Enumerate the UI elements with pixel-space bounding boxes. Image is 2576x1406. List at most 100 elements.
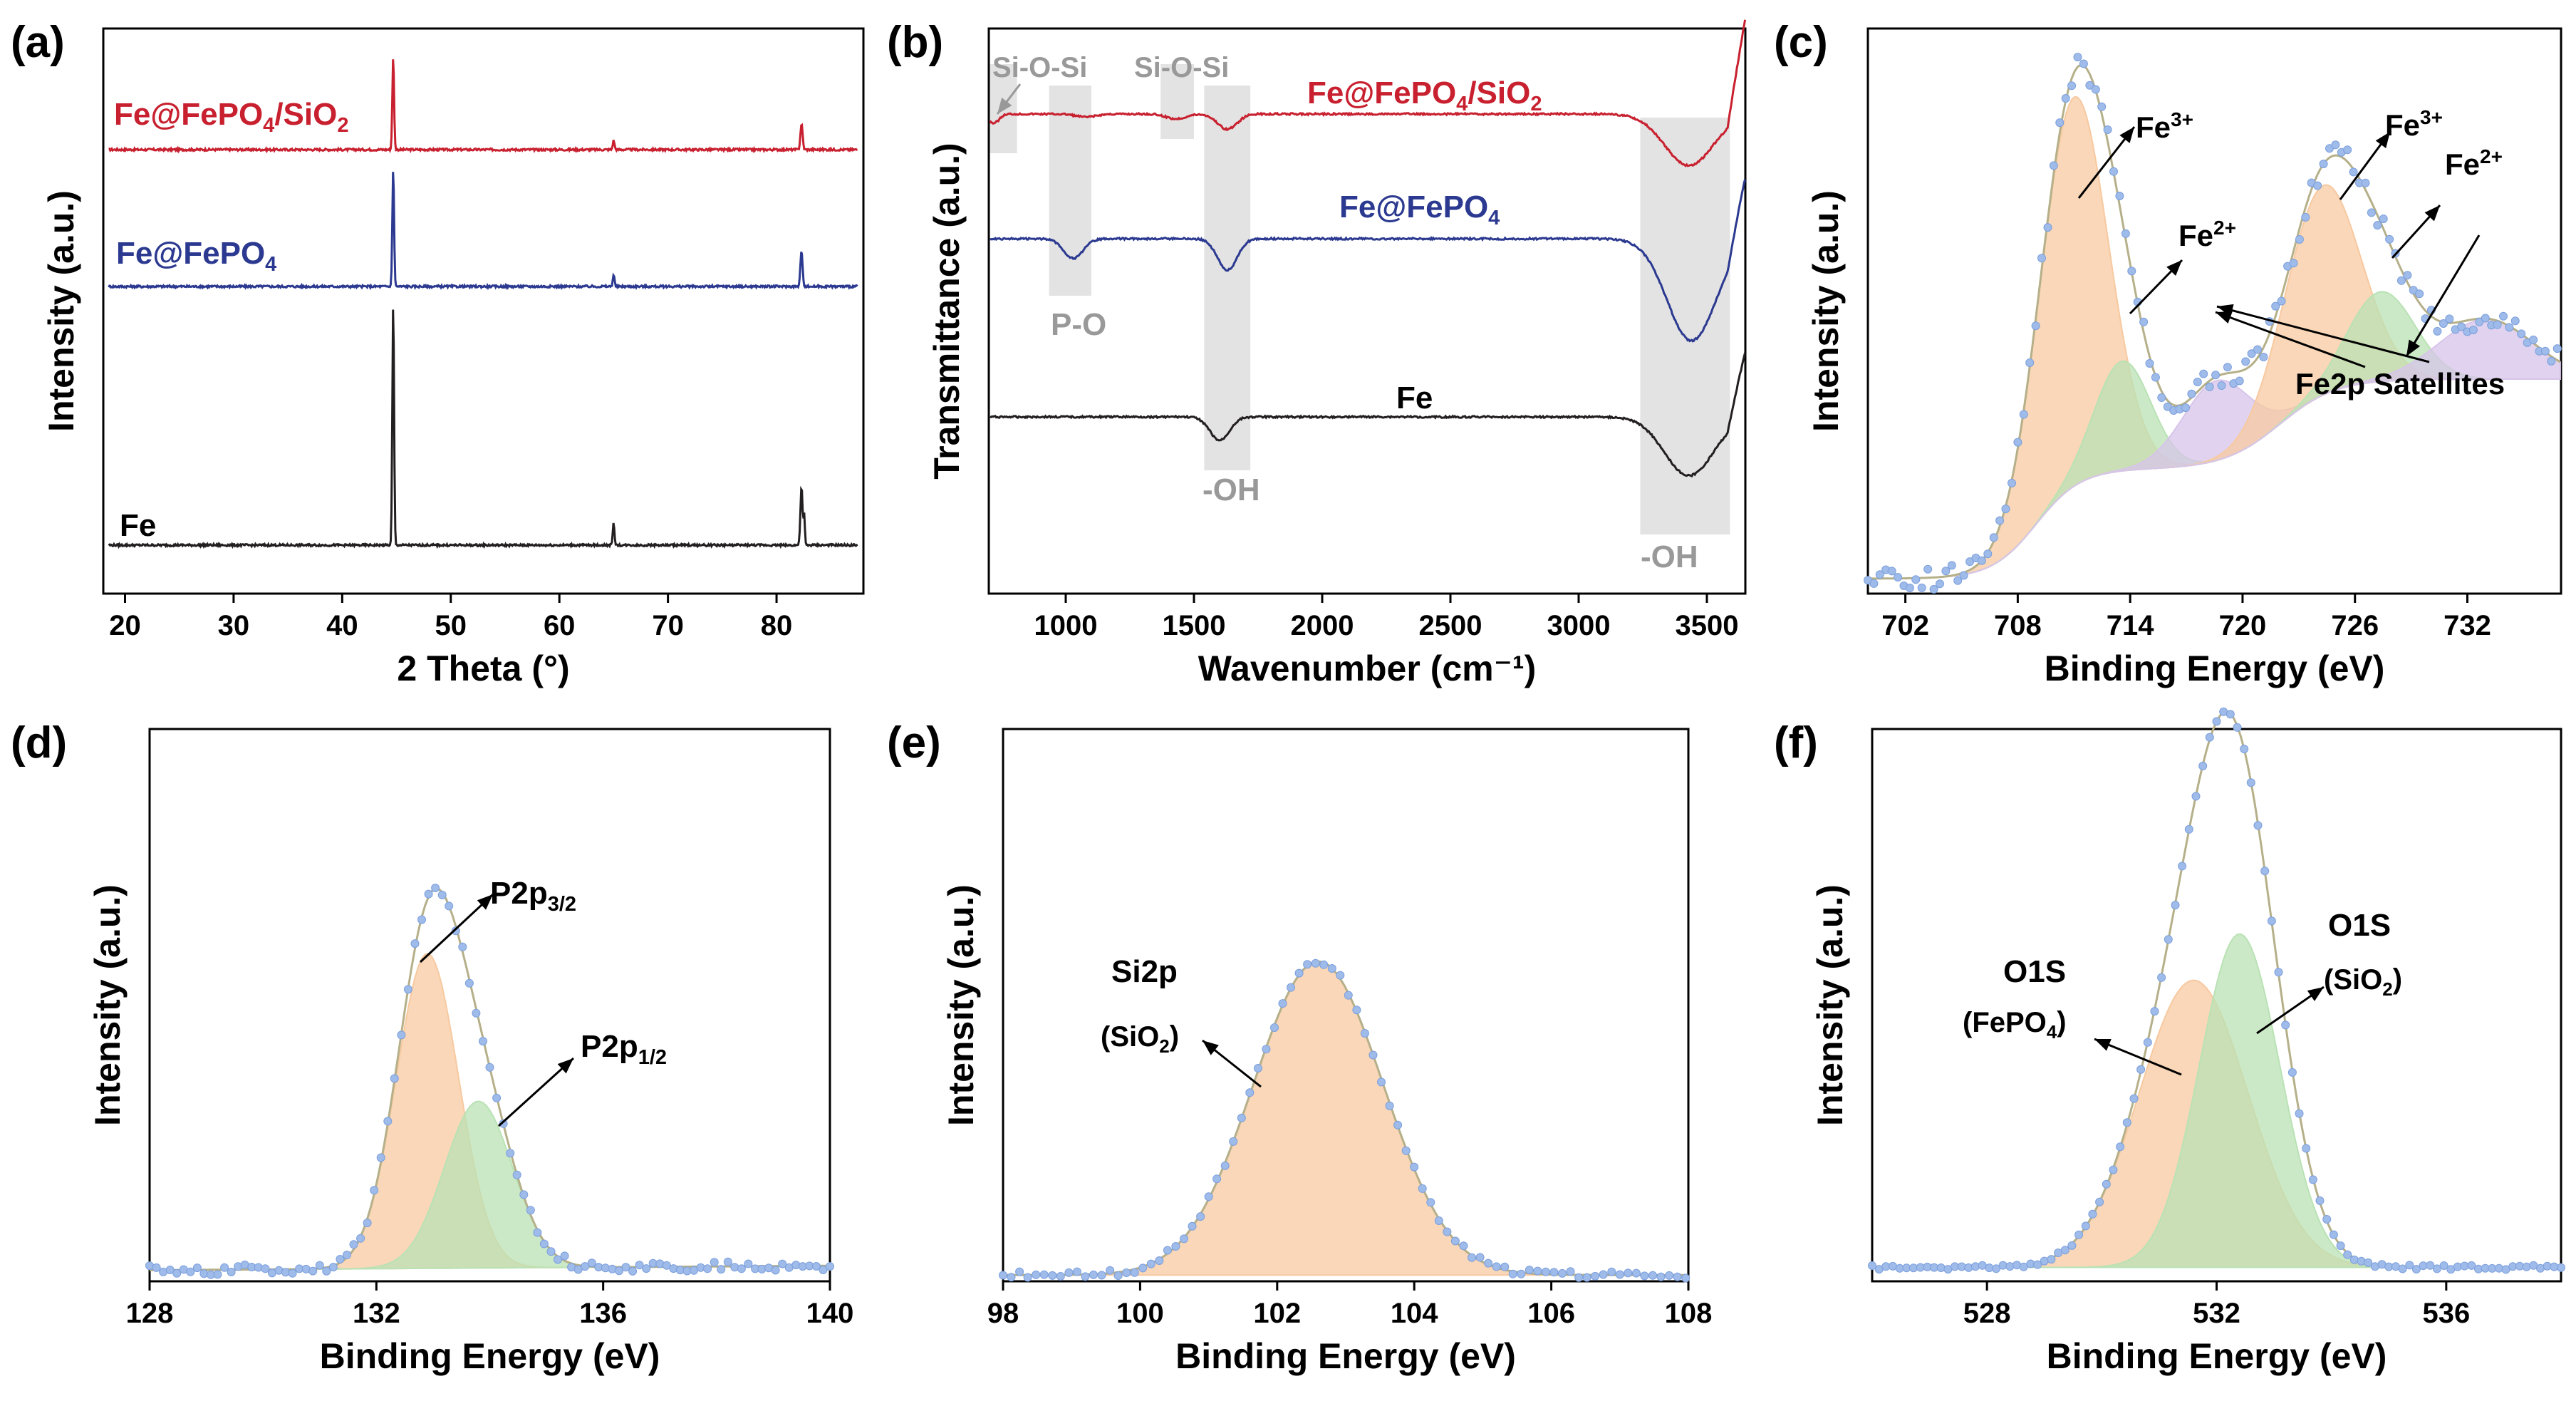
data-point [2259, 353, 2268, 361]
data-point [1549, 1268, 1559, 1277]
data-point [1656, 1272, 1666, 1281]
x-tick-label: 136 [579, 1298, 627, 1329]
satellite-arrow-3 [2405, 234, 2481, 357]
fit-component-1 [150, 1100, 830, 1271]
y-axis-label: Intensity (a.u.) [88, 884, 128, 1126]
data-point [2163, 402, 2172, 411]
data-point [227, 1268, 236, 1276]
label-fe-fepo4-sio2-part: 4 [1456, 93, 1468, 115]
data-point [2415, 289, 2424, 299]
panel-d: 128 132 136 140 Binding Energy (eV) Intensity… [11, 718, 853, 1376]
data-point [1220, 1161, 1230, 1170]
data-point [410, 939, 420, 948]
data-point [451, 926, 460, 936]
data-point [2336, 1241, 2345, 1251]
data-point [2184, 825, 2193, 834]
data-point [2067, 81, 2077, 91]
data-point [2097, 102, 2107, 111]
data-point [1180, 1234, 1188, 1244]
data-point [165, 1266, 175, 1274]
data-point [1401, 1146, 1411, 1155]
data-point [1155, 1256, 1164, 1265]
fe2-plus-label-1: Fe2+ [2178, 217, 2236, 252]
data-point [2308, 1175, 2317, 1184]
data-point [1032, 1270, 1041, 1279]
data-point [2267, 916, 2276, 926]
data-point [2426, 1261, 2435, 1270]
data-point [642, 1264, 651, 1273]
data-point [1081, 1272, 1090, 1281]
y-axis-label: Transmittance (a.u.) [927, 143, 967, 479]
data-point [1673, 1272, 1682, 1281]
o1s-fepo4-arrow-head [2094, 1039, 2112, 1051]
legend-fe-fepo4-sio2-part: /SiO [274, 97, 337, 132]
data-point [1500, 1262, 1510, 1271]
data-point [2109, 1165, 2118, 1174]
data-point [539, 1239, 549, 1249]
data-point [2031, 321, 2040, 331]
data-point [2151, 373, 2160, 382]
data-point [1113, 1271, 1123, 1280]
data-point [2319, 160, 2328, 168]
data-point [1475, 1253, 1485, 1262]
data-point [2217, 381, 2226, 390]
x-tick-label: 2500 [1419, 610, 1482, 641]
fepo4-sub-label: (FePO4) [1963, 1006, 2067, 1043]
data-point [2396, 276, 2406, 285]
data-point [2364, 1258, 2373, 1267]
data-point [2103, 125, 2112, 134]
data-point [1426, 1198, 1435, 1207]
legend-fe-fepo4-part: 4 [265, 253, 276, 276]
data-point [2510, 316, 2520, 326]
data-point [2529, 335, 2538, 344]
data-point [370, 1186, 379, 1195]
data-point [363, 1219, 372, 1228]
data-point [2235, 376, 2244, 386]
panel-letter: (e) [887, 718, 941, 767]
fepo4-sub-label-part: 4 [2047, 1021, 2057, 1043]
data-point [2467, 1261, 2476, 1270]
data-point [1418, 1184, 1427, 1193]
fe2-arrow-2 [2391, 204, 2441, 259]
fe2-plus-label-1-base: Fe [2178, 219, 2213, 252]
data-point [2475, 317, 2484, 326]
data-point [2074, 1230, 2084, 1239]
data-point [1229, 1137, 1238, 1146]
fe3-arrow-1 [2077, 126, 2136, 199]
fe3-plus-label-2-base: Fe [2385, 108, 2420, 142]
label-fe-fepo4-sio2-part: /SiO [1468, 76, 1530, 110]
data-point [519, 1190, 529, 1199]
data-point [1015, 1267, 1024, 1276]
data-point [349, 1240, 358, 1249]
data-point [1204, 1192, 1213, 1201]
p2p-3-2-arrow-shaft [419, 893, 494, 963]
data-point [1484, 1258, 1493, 1268]
data-point [1957, 1262, 1966, 1271]
data-point [1056, 1272, 1065, 1281]
fe2-arrow-1 [2129, 259, 2183, 315]
data-point [2025, 358, 2035, 367]
x-tick-label: 702 [1881, 610, 1929, 641]
data-point [2198, 761, 2208, 770]
data-point [2116, 1142, 2125, 1152]
data-point [2439, 1261, 2448, 1270]
data-point [2433, 326, 2442, 336]
data-point [819, 1266, 828, 1274]
data-point [1995, 516, 2005, 525]
data-point [1072, 1267, 1081, 1276]
data-point [2540, 346, 2550, 356]
x-axis-label: Binding Energy (eV) [320, 1336, 660, 1376]
data-point [737, 1264, 746, 1273]
p2p-3-2-label-part: P2p [490, 876, 548, 911]
sio2-sub-label-part: ) [2393, 963, 2402, 995]
data-point [288, 1268, 297, 1278]
data-point [1097, 1271, 1106, 1280]
shaded-band [1204, 86, 1251, 470]
data-point [1023, 1273, 1032, 1282]
x-tick-label: 102 [1253, 1298, 1301, 1329]
data-point [2271, 301, 2280, 311]
panel-f: 528 532 536 Binding Energy (eV) Intensity (a… [1774, 707, 2565, 1376]
data-point [1336, 971, 1345, 980]
data-point [1262, 1045, 1271, 1054]
data-point [2047, 1255, 2056, 1264]
